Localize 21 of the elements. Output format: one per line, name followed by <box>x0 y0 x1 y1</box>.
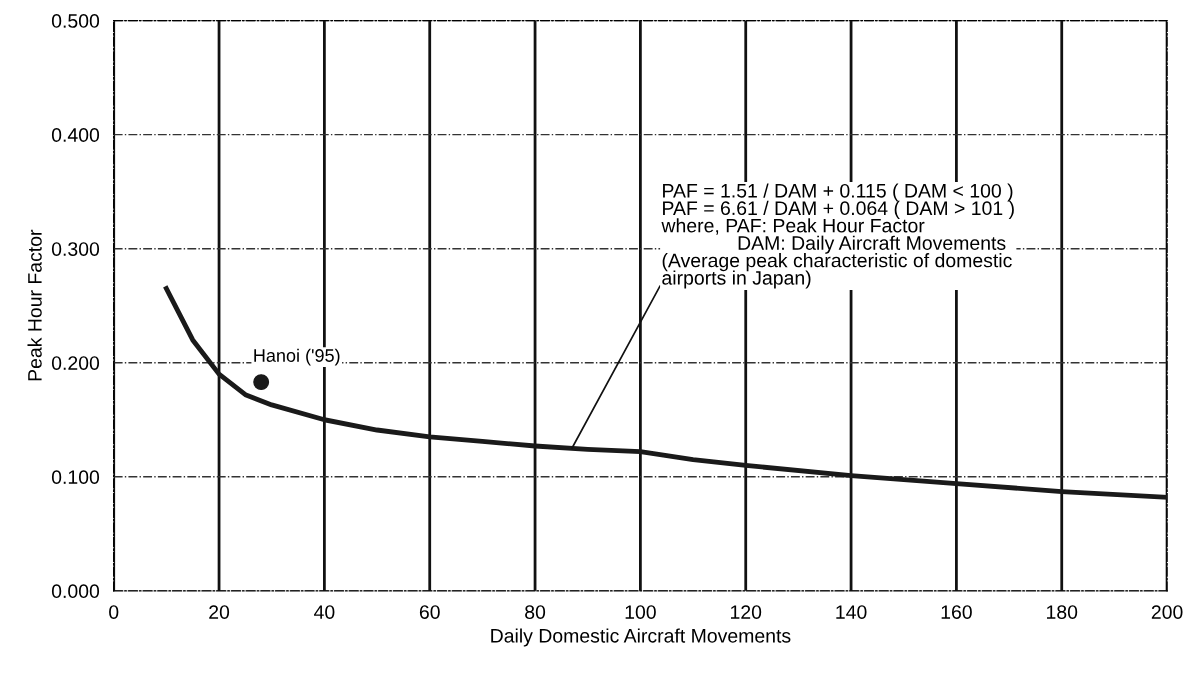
x-tick-label: 100 <box>625 605 656 619</box>
x-tick-label: 40 <box>314 605 335 619</box>
x-tick-label: 180 <box>1047 605 1078 619</box>
y-tick-label: 0.100 <box>51 470 100 485</box>
y-tick-label: 0.400 <box>51 128 100 142</box>
y-axis-title: Peak Hour Factor <box>27 229 42 381</box>
y-tick-label: 0.300 <box>51 242 100 256</box>
series-label: Hanoi ('95) <box>254 348 340 366</box>
y-tick-label: 0.000 <box>51 584 100 599</box>
y-tick-label: 0.200 <box>51 356 100 370</box>
x-tick-label: 160 <box>941 605 972 619</box>
x-tick-label: 200 <box>1151 605 1183 619</box>
annotation: PAF = 1.51 / DAM + 0.115 ( DAM < 100 ) PAF = 6.61 / DAM + 0.064 ( DAM > 101 ) where, PAF: Peak Hour Factor DAM: Daily Aircraft Movements (Average peak characteristic of domestic airports in Japan) <box>661 183 1014 289</box>
x-tick-label: 80 <box>525 605 546 619</box>
y-tick-label: 0.500 <box>51 14 100 28</box>
x-tick-label: 0 <box>109 605 119 619</box>
x-tick-label: 120 <box>730 605 762 619</box>
x-axis-title: Daily Domestic Aircraft Movements <box>491 628 791 647</box>
x-tick-label: 20 <box>209 605 230 619</box>
x-tick-label: 140 <box>836 605 867 619</box>
x-tick-label: 60 <box>419 605 440 619</box>
